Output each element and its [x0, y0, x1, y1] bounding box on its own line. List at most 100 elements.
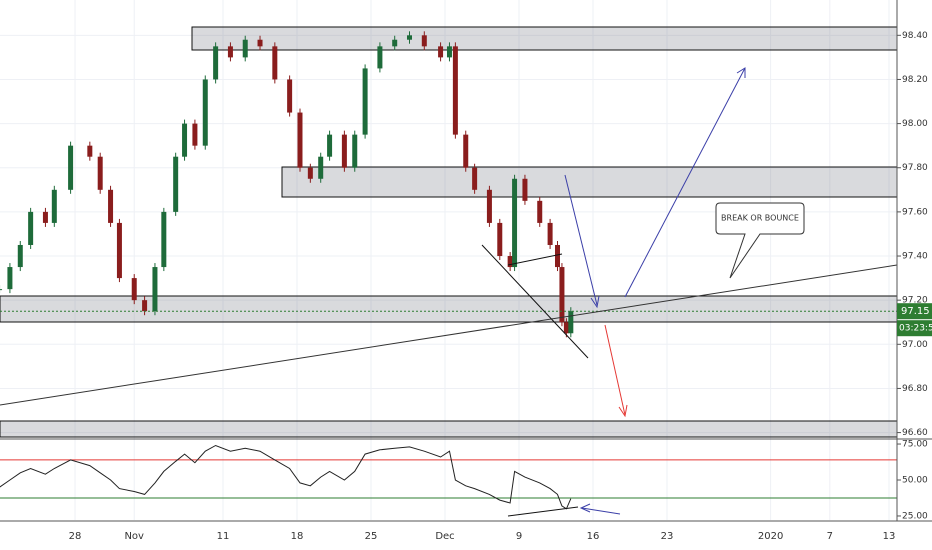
y-tick-label: 97.20 — [902, 296, 928, 306]
candle — [182, 123, 188, 157]
price-label: 97.15 — [901, 306, 930, 317]
y-tick-label: 96.80 — [902, 384, 928, 394]
y-tick-label: 97.40 — [902, 252, 928, 262]
y-tick-label: 97.80 — [902, 163, 928, 173]
candle — [512, 178, 518, 268]
divergence-line — [507, 506, 579, 517]
candle — [537, 200, 543, 223]
candle — [472, 167, 478, 190]
countdown-badge — [897, 320, 932, 337]
candle — [452, 46, 458, 135]
candle — [407, 35, 413, 40]
candle — [192, 123, 198, 146]
candle — [131, 278, 137, 301]
candle — [173, 156, 179, 212]
candle — [327, 134, 333, 157]
candle — [438, 46, 444, 58]
x-tick-label: 28 — [69, 531, 82, 542]
x-tick-label: 11 — [217, 531, 230, 542]
candle — [257, 39, 263, 47]
rsi-line — [0, 444, 572, 510]
candle — [559, 267, 565, 323]
y-tick-label: 97.60 — [902, 207, 928, 217]
candle — [554, 244, 560, 268]
candle — [287, 79, 293, 113]
arrow — [564, 174, 598, 306]
x-tick-label: 9 — [516, 531, 522, 542]
candle — [242, 39, 248, 58]
candle — [486, 189, 492, 223]
arrow-head — [618, 404, 628, 418]
lower-zone — [0, 420, 898, 438]
candle — [17, 244, 23, 268]
candle — [142, 300, 148, 312]
candle — [318, 156, 324, 179]
candle — [522, 178, 528, 201]
candle — [377, 46, 383, 69]
x-tick-label: 13 — [883, 531, 896, 542]
candle — [116, 222, 122, 279]
x-tick-label: 7 — [827, 531, 833, 542]
trend-line — [0, 264, 898, 406]
y-tick-label: 98.40 — [902, 31, 928, 41]
supply-zone — [281, 166, 898, 198]
candle — [341, 134, 347, 168]
arrow — [604, 324, 626, 416]
arrow-head — [736, 67, 746, 78]
arrow-head — [590, 295, 600, 309]
y-tick-label: 25.00 — [902, 511, 928, 521]
callout — [715, 202, 805, 279]
arrow-head — [579, 503, 591, 513]
candle — [421, 35, 427, 47]
countdown: 03:23:5 — [899, 324, 932, 334]
candle — [51, 189, 57, 223]
y-tick-label: 98.00 — [902, 119, 928, 129]
candle — [497, 222, 503, 257]
candle — [28, 211, 34, 245]
candle — [297, 112, 303, 168]
arrow — [624, 67, 746, 298]
candle — [362, 68, 368, 135]
candle — [507, 256, 513, 268]
candle — [272, 46, 278, 80]
candle — [213, 46, 219, 80]
resistance-zone — [191, 26, 898, 51]
x-tick-label: 23 — [661, 531, 674, 542]
candle — [42, 211, 48, 223]
candle — [352, 134, 358, 168]
candle — [227, 46, 233, 58]
candle — [307, 167, 313, 179]
candle — [97, 156, 103, 190]
candle — [7, 267, 13, 290]
x-tick-label: 25 — [365, 531, 378, 542]
candle — [161, 211, 167, 268]
y-tick-label: 96.60 — [902, 428, 928, 438]
candle — [87, 145, 93, 157]
x-tick-label: 2020 — [758, 531, 783, 542]
candle — [463, 134, 469, 168]
x-tick-label: Nov — [124, 531, 144, 542]
x-tick-label: Dec — [435, 531, 454, 542]
x-tick-label: 18 — [291, 531, 304, 542]
support-zone — [0, 295, 898, 323]
y-tick-label: 97.00 — [902, 340, 928, 350]
candle — [68, 145, 74, 190]
candle — [0, 289, 3, 291]
y-tick-label: 98.20 — [902, 75, 928, 85]
candle — [568, 311, 574, 334]
candle — [392, 39, 398, 47]
candle — [446, 46, 452, 58]
arrow — [581, 507, 621, 515]
candle — [563, 322, 569, 334]
candle — [108, 189, 114, 223]
x-tick-label: 16 — [587, 531, 600, 542]
candle — [202, 79, 208, 146]
y-tick-label: 50.00 — [902, 476, 928, 486]
wedge-line — [507, 253, 563, 266]
annotation: BREAK OR BOUNCE — [721, 214, 799, 223]
price-badge — [897, 303, 932, 320]
wedge-line — [481, 244, 589, 359]
y-tick-label: 75.00 — [902, 440, 928, 450]
